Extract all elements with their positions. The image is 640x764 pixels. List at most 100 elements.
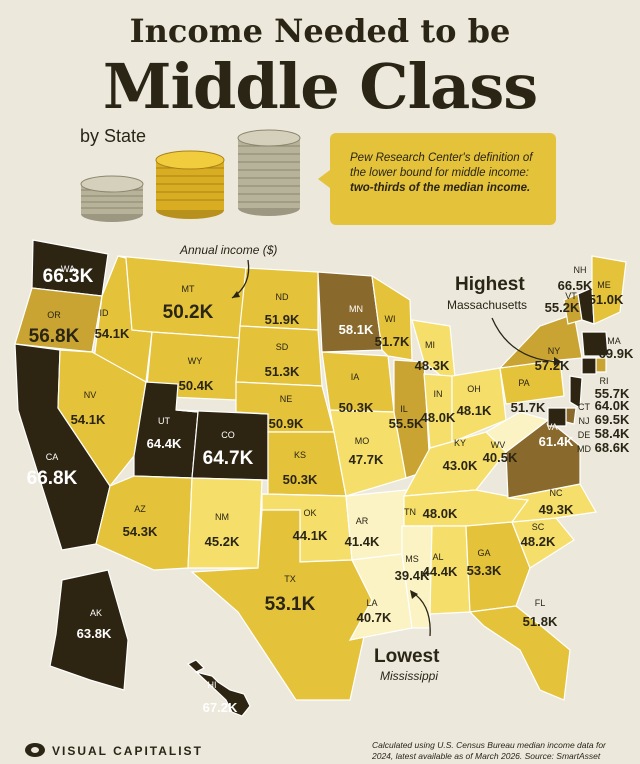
state-code-ar: AR bbox=[356, 516, 369, 526]
callout-pointer bbox=[318, 170, 330, 188]
state-value-in: 48.0K bbox=[421, 410, 456, 425]
state-value-fl: 51.8K bbox=[523, 614, 558, 629]
state-code-oh: OH bbox=[467, 384, 481, 394]
state-code-in: IN bbox=[434, 389, 443, 399]
state-value-vt: 55.2K bbox=[545, 300, 580, 315]
state-code-il: IL bbox=[400, 404, 408, 414]
state-code-tx: TX bbox=[284, 574, 296, 584]
state-value-co: 64.7K bbox=[203, 448, 254, 469]
state-value-ny: 57.2K bbox=[535, 358, 570, 373]
annual-income-label: Annual income ($) bbox=[179, 243, 277, 257]
state-me bbox=[591, 255, 627, 325]
annotations: Annual income ($) Highest Massachusetts … bbox=[179, 243, 562, 683]
state-value-mi: 48.3K bbox=[415, 358, 450, 373]
state-code-nc: NC bbox=[550, 488, 563, 498]
state-code-ks: KS bbox=[294, 450, 306, 460]
state-value-al: 44.4K bbox=[423, 564, 458, 579]
state-code-va: VA bbox=[546, 422, 557, 432]
state-value-ks: 50.3K bbox=[283, 472, 318, 487]
state-value-ok: 44.1K bbox=[293, 528, 328, 543]
state-value-va: 61.4K bbox=[539, 434, 574, 449]
state-code-wi: WI bbox=[385, 314, 396, 324]
state-ga bbox=[465, 521, 531, 613]
arrowhead bbox=[410, 590, 418, 599]
state-value-ma: 69.9K bbox=[599, 346, 634, 361]
state-value-md: 68.6K bbox=[595, 440, 630, 455]
state-code-me: ME bbox=[597, 280, 611, 290]
state-code-de: DE bbox=[578, 430, 591, 440]
state-value-sc: 48.2K bbox=[521, 534, 556, 549]
state-fl bbox=[468, 605, 571, 701]
state-value-nm: 45.2K bbox=[205, 534, 240, 549]
state-code-az: AZ bbox=[134, 504, 146, 514]
state-code-ak: AK bbox=[90, 608, 102, 618]
arrowhead bbox=[554, 357, 562, 366]
brand-name: VISUAL CAPITALIST bbox=[52, 744, 203, 758]
state-code-nj: NJ bbox=[579, 416, 590, 426]
state-code-ky: KY bbox=[454, 438, 466, 448]
highest-state: Massachusetts bbox=[447, 298, 527, 312]
state-value-mo: 47.7K bbox=[349, 452, 384, 467]
state-code-ct: CT bbox=[578, 402, 590, 412]
state-value-ga: 53.3K bbox=[467, 563, 502, 578]
state-ky bbox=[402, 431, 507, 497]
state-code-ma: MA bbox=[607, 336, 621, 346]
state-code-ut: UT bbox=[158, 416, 170, 426]
definition-callout: Pew Research Center's definition of the … bbox=[330, 133, 556, 225]
lowest-state: Mississippi bbox=[380, 669, 438, 683]
callout-line-3: two-thirds of the median income. bbox=[350, 182, 531, 194]
state-hi bbox=[186, 659, 251, 717]
state-value-ia: 50.3K bbox=[339, 400, 374, 415]
state-code-nd: ND bbox=[276, 292, 289, 302]
state-nj bbox=[569, 375, 583, 410]
state-value-nj: 69.5K bbox=[595, 412, 630, 427]
state-code-pa: PA bbox=[518, 378, 529, 388]
title-line-2: Middle Class bbox=[102, 50, 538, 123]
state-code-la: LA bbox=[366, 598, 377, 608]
state-code-wa: WA bbox=[61, 264, 75, 274]
state-code-vt: VT bbox=[565, 291, 577, 301]
state-code-mt: MT bbox=[182, 284, 195, 294]
source-line-2: 2024, latest available as of March 2026.… bbox=[372, 751, 601, 761]
state-value-wa: 66.3K bbox=[43, 266, 94, 287]
state-value-la: 40.7K bbox=[357, 610, 392, 625]
lowest-label: Lowest bbox=[374, 646, 440, 667]
callout-line-2: the lower bound for middle income: bbox=[350, 167, 529, 179]
state-code-tn: TN bbox=[404, 507, 416, 517]
state-code-co: CO bbox=[221, 430, 235, 440]
state-value-nv: 54.1K bbox=[71, 412, 106, 427]
state-mt bbox=[117, 255, 247, 339]
highest-label: Highest bbox=[455, 274, 525, 295]
state-az bbox=[95, 475, 193, 571]
state-code-nv: NV bbox=[84, 390, 97, 400]
state-nm bbox=[187, 477, 263, 569]
state-code-wy: WY bbox=[188, 356, 203, 366]
state-ms bbox=[401, 525, 433, 629]
state-ct bbox=[581, 357, 597, 375]
state-value-wv: 40.5K bbox=[483, 450, 518, 465]
state-value-or: 56.8K bbox=[29, 326, 80, 347]
state-ak bbox=[49, 569, 129, 691]
state-code-fl: FL bbox=[535, 598, 546, 608]
state-value-me: 51.0K bbox=[589, 292, 624, 307]
state-value-wi: 51.7K bbox=[375, 334, 410, 349]
source-note: Calculated using U.S. Census Bureau medi… bbox=[372, 740, 636, 762]
state-value-wy: 50.4K bbox=[179, 378, 214, 393]
state-value-oh: 48.1K bbox=[457, 403, 492, 418]
state-value-nd: 51.9K bbox=[265, 312, 300, 327]
state-code-mi: MI bbox=[425, 340, 435, 350]
state-md bbox=[547, 407, 567, 427]
state-value-ky: 43.0K bbox=[443, 458, 478, 473]
state-value-nh: 66.5K bbox=[558, 278, 593, 293]
state-value-id: 54.1K bbox=[95, 326, 130, 341]
subtitle: by State bbox=[80, 126, 147, 146]
state-la bbox=[348, 553, 413, 641]
state-value-de: 58.4K bbox=[595, 426, 630, 441]
state-code-ok: OK bbox=[303, 508, 316, 518]
state-value-ct: 64.0K bbox=[595, 398, 630, 413]
state-code-wv: WV bbox=[491, 440, 506, 450]
state-value-tn: 48.0K bbox=[423, 506, 458, 521]
state-value-tx: 53.1K bbox=[265, 594, 316, 615]
state-code-or: OR bbox=[47, 310, 61, 320]
